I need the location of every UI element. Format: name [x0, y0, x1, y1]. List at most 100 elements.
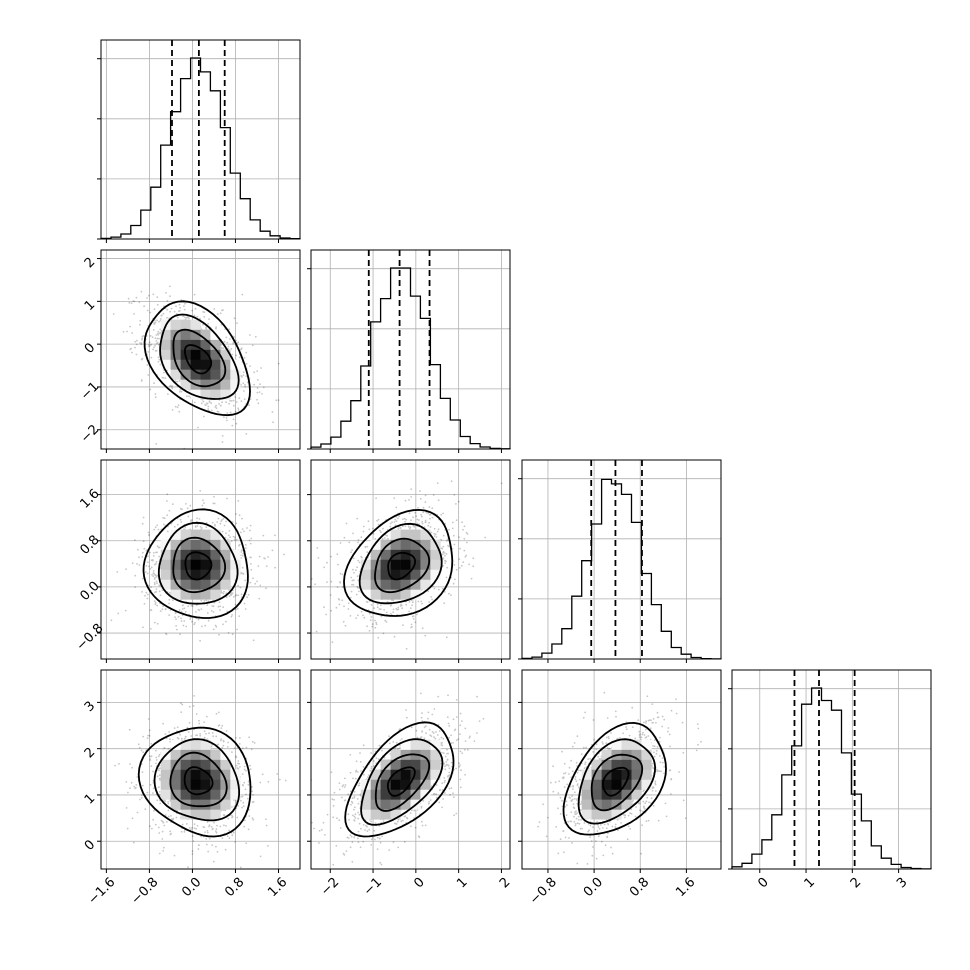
scatter-point — [167, 801, 170, 803]
density-cell — [160, 329, 171, 340]
scatter-point — [326, 561, 328, 564]
scatter-point — [352, 568, 354, 571]
scatter-point — [249, 365, 251, 367]
scatter-point — [223, 590, 225, 593]
scatter-point — [160, 314, 163, 317]
scatter-point — [202, 826, 205, 828]
scatter-point — [222, 347, 225, 349]
scatter-point — [240, 375, 243, 377]
scatter-point — [134, 346, 136, 349]
scatter-point — [158, 337, 160, 340]
scatter-point — [136, 339, 138, 342]
density-cell — [410, 549, 421, 560]
scatter-point — [218, 403, 221, 405]
scatter-point — [236, 322, 238, 324]
scatter-point — [401, 607, 403, 610]
scatter-point — [206, 843, 208, 846]
scatter-point — [430, 596, 433, 598]
scatter-point — [395, 607, 398, 610]
density-cell — [220, 759, 231, 770]
scatter-point — [250, 556, 252, 559]
scatter-point — [220, 346, 223, 349]
scatter-point — [145, 591, 148, 594]
scatter-point — [330, 580, 333, 583]
density-cell — [190, 559, 201, 570]
scatter-point — [193, 314, 196, 317]
scatter-point — [453, 814, 455, 817]
scatter-point — [216, 743, 219, 746]
scatter-point — [155, 588, 158, 590]
scatter-point — [221, 530, 224, 533]
scatter-point — [237, 767, 239, 770]
scatter-point — [216, 850, 219, 853]
scatter-point — [167, 815, 170, 818]
density-cell — [430, 549, 441, 560]
scatter-point — [243, 765, 246, 768]
contour-line — [184, 551, 213, 581]
scatter-point — [215, 828, 218, 830]
scatter-point — [412, 615, 415, 617]
scatter-point — [379, 529, 381, 532]
scatter-point — [117, 612, 120, 615]
scatter-point — [222, 744, 225, 747]
scatter-point — [171, 503, 174, 505]
density-cell — [160, 579, 171, 590]
scatter-point — [235, 339, 238, 342]
scatter-point — [234, 841, 237, 843]
scatter-point — [220, 347, 223, 350]
density-cell — [180, 329, 191, 340]
scatter-point — [227, 741, 230, 744]
scatter-point — [158, 358, 161, 361]
scatter-point — [459, 712, 462, 715]
scatter-point — [154, 601, 157, 604]
scatter-point — [164, 733, 167, 735]
scatter-point — [122, 330, 125, 333]
scatter-point — [155, 561, 158, 563]
scatter-point — [245, 433, 248, 435]
scatter-point — [234, 603, 237, 606]
density-cell — [390, 529, 401, 540]
density-cell — [220, 389, 231, 400]
scatter-point — [227, 817, 230, 820]
scatter-point — [370, 838, 373, 841]
scatter-point — [159, 610, 162, 612]
scatter-point — [184, 735, 187, 738]
scatter-point — [169, 384, 172, 387]
scatter-point — [125, 781, 128, 783]
scatter-point — [200, 835, 203, 838]
density-cell — [180, 789, 191, 800]
scatter-point — [392, 608, 395, 611]
scatter-point — [144, 594, 146, 597]
scatter-point — [177, 615, 180, 618]
scatter-point — [131, 817, 134, 820]
density-cell — [360, 559, 372, 570]
scatter-point — [244, 579, 247, 582]
scatter-point — [386, 534, 388, 537]
scatter-point — [164, 814, 167, 816]
scatter-point — [472, 557, 475, 560]
scatter-point — [366, 625, 368, 628]
scatter-point — [375, 621, 378, 624]
scatter-point — [410, 496, 413, 498]
scatter-point — [277, 399, 280, 402]
density-cell — [430, 569, 441, 580]
scatter-point — [241, 773, 244, 775]
scatter-point — [127, 297, 130, 300]
scatter-point — [116, 571, 119, 573]
density-cell — [210, 549, 221, 560]
scatter-point — [222, 814, 225, 816]
scatter-point — [424, 494, 427, 497]
scatter-point — [408, 512, 411, 514]
scatter-point — [148, 755, 151, 758]
scatter-point — [233, 538, 236, 541]
density-cell — [420, 529, 431, 540]
scatter-point — [167, 809, 170, 812]
scatter-point — [445, 553, 448, 555]
scatter-point — [231, 806, 233, 808]
scatter-point — [160, 819, 163, 822]
density-cell — [200, 749, 211, 760]
scatter-point — [251, 801, 254, 804]
scatter-point — [237, 341, 240, 344]
scatter-point — [241, 806, 244, 809]
scatter-point — [461, 521, 463, 524]
